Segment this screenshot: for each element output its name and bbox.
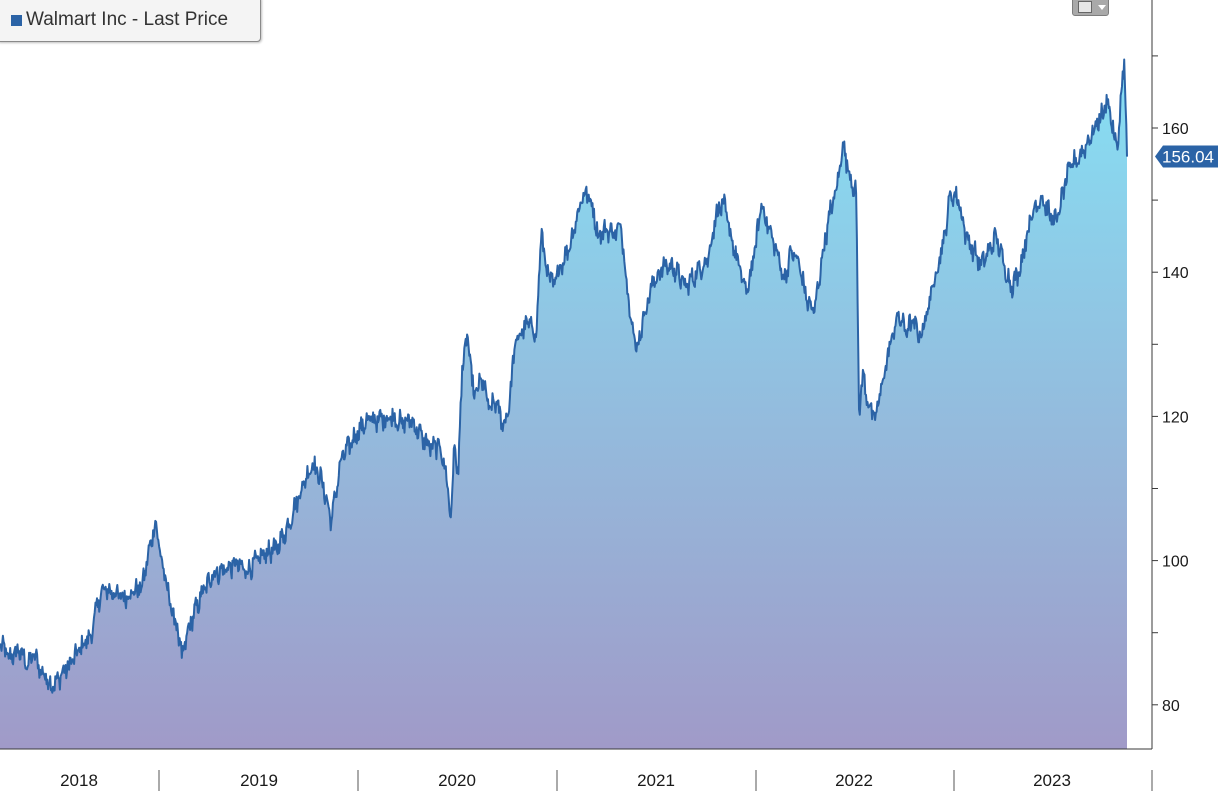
- legend[interactable]: Walmart Inc - Last Price: [0, 0, 261, 42]
- y-tick-label: 160: [1162, 121, 1189, 138]
- price-area-fill: [0, 59, 1127, 749]
- legend-swatch: [11, 14, 22, 26]
- x-tick-label: 2021: [637, 771, 675, 790]
- line-chart-icon: [1078, 1, 1092, 13]
- legend-label: Walmart Inc - Last Price: [26, 9, 229, 30]
- last-price-tag: [1155, 145, 1218, 168]
- x-tick-label: 2018: [60, 771, 98, 790]
- y-tick-label: 100: [1162, 554, 1189, 571]
- chart-type-button[interactable]: [1072, 0, 1109, 16]
- y-tick-label: 140: [1162, 265, 1189, 282]
- x-tick-label: 2020: [438, 771, 476, 790]
- x-tick-label: 2019: [240, 771, 278, 790]
- x-tick-label: 2022: [835, 771, 873, 790]
- price-line: [0, 58, 1128, 694]
- chevron-down-icon: [1098, 5, 1106, 10]
- y-tick-label: 80: [1162, 698, 1180, 715]
- x-tick-label: 2023: [1033, 771, 1071, 790]
- y-tick-label: 120: [1162, 409, 1189, 426]
- last-price-label: 156.04: [1162, 148, 1214, 167]
